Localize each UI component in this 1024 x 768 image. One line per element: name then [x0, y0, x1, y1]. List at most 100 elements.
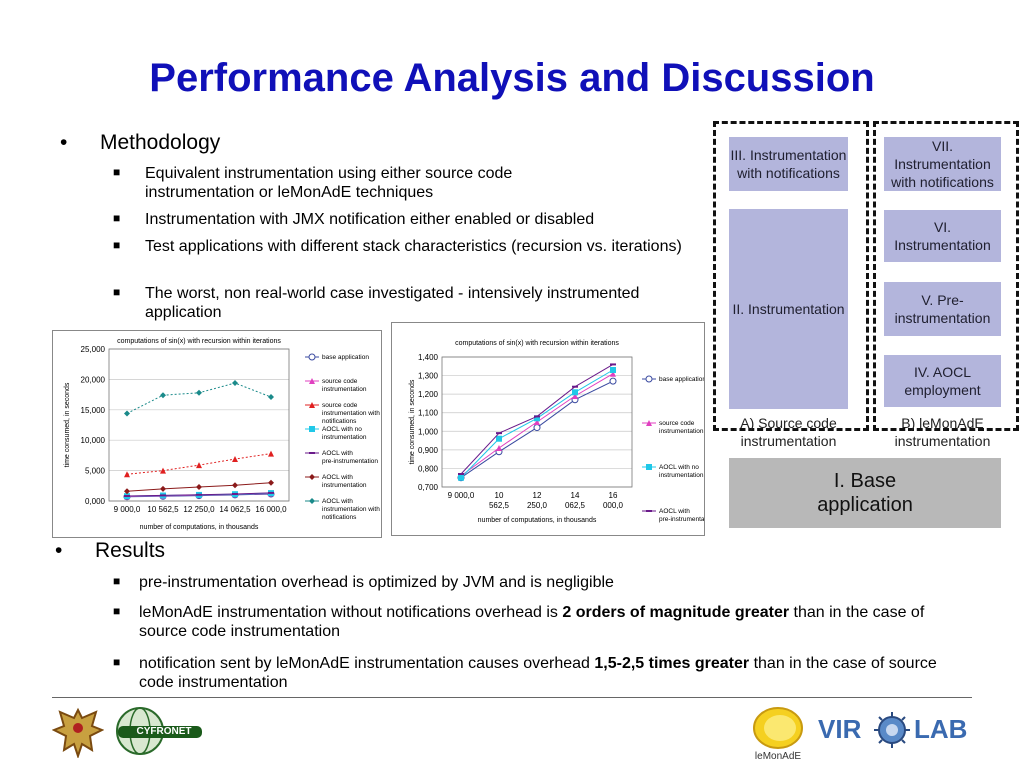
data-point	[268, 479, 274, 486]
y-tick-label: 1,000	[418, 427, 439, 436]
cyfronet-logo-text: CYFRONET	[136, 726, 192, 737]
y-tick-label: 0,900	[418, 446, 439, 455]
results-item-text: leMonAdE instrumentation without notific…	[139, 604, 563, 621]
data-point	[196, 389, 202, 396]
data-point	[534, 415, 540, 422]
footer-divider	[52, 697, 972, 698]
page-title: Performance Analysis and Discussion	[149, 56, 875, 100]
legend-label: instrumentation with	[322, 410, 380, 417]
methodology-item-text: The worst, non real-world case investiga…	[145, 285, 640, 321]
x-tick-label: 562,5	[489, 501, 510, 510]
x-tick-label: 12	[533, 491, 542, 500]
legend-label: base application	[659, 376, 704, 383]
legend-label: notifications	[322, 418, 357, 425]
legend-label: pre-instrumentation	[659, 516, 704, 523]
data-point	[610, 367, 616, 373]
results-heading-text: Results	[95, 539, 166, 562]
caption-source: A) Source code instrumentation	[740, 415, 837, 449]
cyfronet-logo: CYFRONET	[108, 706, 204, 756]
data-point	[572, 393, 578, 399]
box-iv: IV. AOCL employment	[884, 355, 1001, 407]
data-point	[309, 402, 315, 408]
methodology-item-3: ■ Test applications with different stack…	[113, 237, 700, 256]
results-item-emphasis: 2 orders of magnitude greater	[562, 604, 790, 621]
data-point	[646, 420, 652, 426]
x-tick-label: 000,0	[603, 501, 624, 510]
legend-label: instrumentation with	[322, 506, 380, 513]
bullet-square: ■	[113, 604, 121, 618]
data-point	[232, 380, 238, 387]
y-tick-label: 20,000	[81, 375, 106, 384]
methodology-heading: • Methodology	[60, 131, 220, 155]
data-point	[496, 435, 502, 442]
data-point	[496, 445, 502, 451]
data-point	[160, 485, 166, 492]
caption-lemonade: B) leMonAdE instrumentation	[894, 415, 991, 449]
box-iii: III. Instrumentation with notifications	[729, 137, 848, 191]
x-tick-label: 10 562,5	[147, 505, 179, 514]
x-tick-label: 062,5	[565, 501, 586, 510]
x-tick-label: 14 062,5	[219, 505, 251, 514]
y-tick-label: 25,000	[81, 345, 106, 354]
y-tick-label: 0,700	[418, 483, 439, 492]
box-vi: VI. Instrumentation	[884, 210, 1001, 262]
methodology-item-2: ■ Instrumentation with JMX notification …	[113, 210, 715, 229]
results-item-text: than in the case of source code instrume…	[139, 604, 925, 640]
bullet-square: ■	[113, 211, 121, 225]
legend-label: pre-instrumentation	[322, 458, 378, 465]
data-point	[646, 464, 652, 470]
legend-label: instrumentation	[659, 472, 704, 479]
y-tick-label: 1,300	[418, 372, 439, 381]
legend-label: instrumentation	[322, 434, 367, 441]
box-ii: II. Instrumentation	[729, 209, 848, 409]
y-axis-label: time consumed, in seconds	[64, 382, 71, 467]
bullet-square: ■	[113, 574, 121, 588]
x-tick-label: 9 000,0	[448, 491, 475, 500]
data-point	[196, 484, 202, 491]
data-point	[309, 378, 315, 384]
data-point	[232, 482, 238, 489]
legend-label: instrumentation	[322, 482, 367, 489]
y-tick-label: 0,800	[418, 464, 439, 473]
methodology-item-text: Equivalent instrumentation using either …	[145, 165, 513, 201]
series-line	[126, 382, 272, 414]
bullet-dot: •	[60, 131, 68, 154]
legend-label: notifications	[322, 514, 357, 521]
data-point	[458, 474, 464, 481]
x-tick-label: 10	[495, 491, 504, 500]
diagram-frame-lemonade	[873, 121, 1019, 431]
legend-label: AOCL with	[322, 498, 353, 505]
results-item-text: notification sent by leMonAdE instrument…	[139, 655, 595, 672]
bullet-square: ■	[113, 238, 121, 252]
methodology-item-text: Instrumentation with JMX notification ei…	[145, 211, 595, 228]
data-point	[160, 392, 166, 399]
results-item-text: pre-instrumentation overhead is optimize…	[139, 574, 614, 591]
x-tick-label: 9 000,0	[114, 505, 141, 514]
legend-label: AOCL with no	[322, 426, 362, 433]
y-tick-label: 15,000	[81, 406, 106, 415]
y-tick-label: 10,000	[81, 436, 106, 445]
chart-right-svg: computations of sin(x) with recursion wi…	[409, 340, 704, 524]
virolab-logo-text-post: LAB	[914, 714, 968, 744]
data-point	[533, 424, 541, 432]
lemonade-logo: leMonAdE	[748, 704, 808, 764]
legend-label: AOCL with	[322, 474, 353, 481]
methodology-item-1: ■ Equivalent instrumentation using eithe…	[113, 164, 615, 202]
box-i-text: I. Base application	[817, 470, 913, 516]
bullet-square: ■	[113, 655, 121, 669]
chart-title: computations of sin(x) with recursion wi…	[117, 338, 281, 345]
bullet-dot: •	[55, 539, 63, 562]
legend-label: source code	[322, 378, 358, 385]
legend-label: base application	[322, 354, 369, 361]
y-tick-label: 1,400	[418, 353, 439, 362]
results-heading: • Results	[55, 539, 166, 563]
data-point	[124, 410, 130, 417]
data-point	[232, 456, 238, 463]
methodology-item-4: ■ The worst, non real-world case investi…	[113, 284, 665, 322]
data-point	[609, 377, 617, 385]
bullet-square: ■	[113, 165, 121, 179]
x-tick-label: 12 250,0	[183, 505, 215, 514]
virolab-logo: VIR LAB	[818, 710, 974, 750]
virus-icon	[874, 712, 910, 748]
legend-label: source code	[322, 402, 358, 409]
